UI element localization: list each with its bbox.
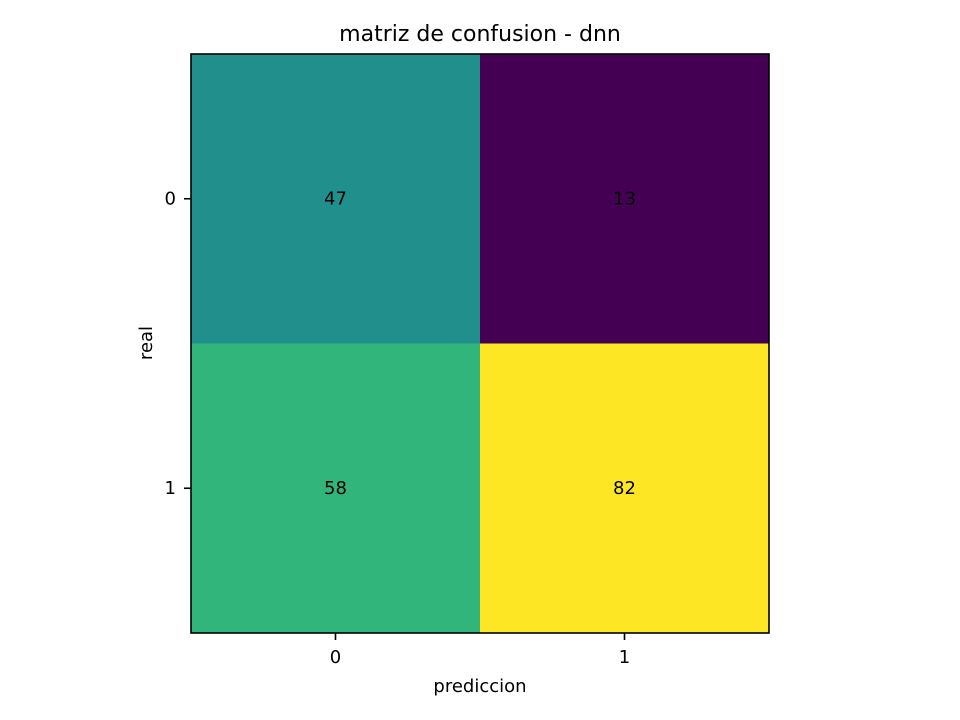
y-axis-label: real (136, 326, 157, 360)
x-axis-label: prediccion (433, 676, 526, 697)
y-tick-label-1: 1 (165, 478, 176, 499)
chart-title: matriz de confusion - dnn (339, 22, 621, 47)
heatmap-cell-0-1 (480, 54, 770, 344)
cell-value-1-0: 58 (324, 478, 347, 499)
cell-value-1-1: 82 (613, 478, 636, 499)
x-tick-label-0: 0 (330, 647, 341, 668)
heatmap-cell-0-0 (191, 54, 481, 344)
y-axis-ticks: 01 (165, 188, 191, 499)
y-tick-label-0: 0 (165, 188, 176, 209)
heatmap-cells (191, 54, 770, 634)
plot-frame (190, 53, 770, 634)
cell-value-0-0: 47 (324, 188, 347, 209)
cell-value-0-1: 13 (613, 188, 636, 209)
cell-value-labels: 47 13 58 82 (324, 188, 636, 499)
heatmap-cell-1-0 (191, 343, 481, 634)
heatmap-cell-1-1 (480, 343, 770, 634)
x-tick-label-1: 1 (619, 647, 630, 668)
